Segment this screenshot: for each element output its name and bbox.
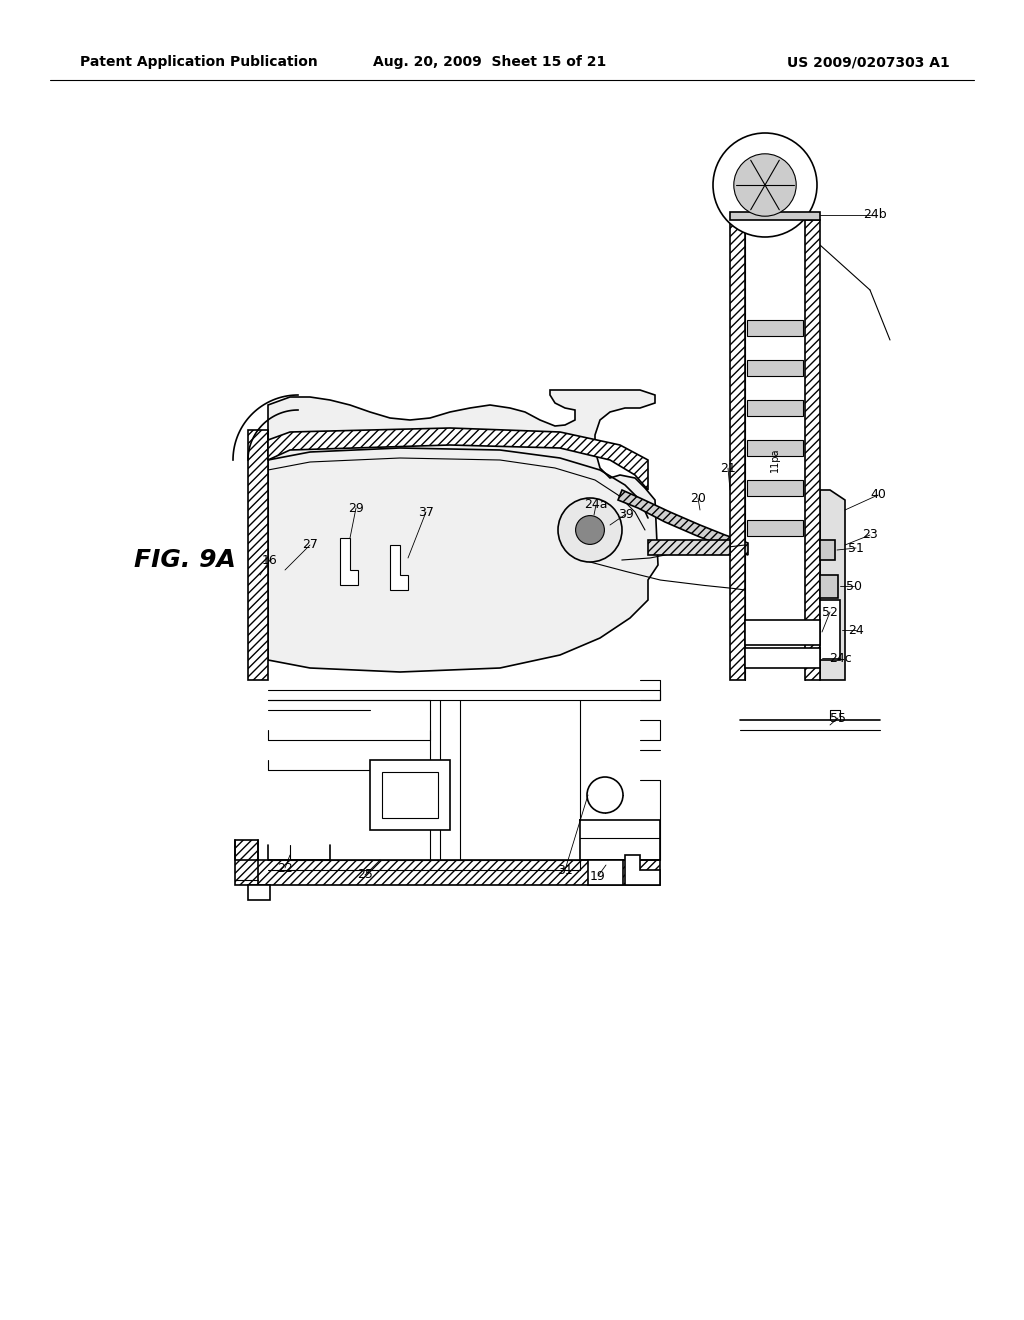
Polygon shape: [340, 539, 358, 585]
Polygon shape: [745, 648, 820, 668]
Text: 22: 22: [278, 862, 293, 874]
Polygon shape: [820, 540, 835, 560]
Text: 40: 40: [870, 488, 886, 502]
Text: 24b: 24b: [863, 209, 887, 222]
Text: 16: 16: [262, 553, 278, 566]
Text: 24c: 24c: [828, 652, 851, 664]
Text: 50: 50: [846, 579, 862, 593]
Text: 51: 51: [848, 541, 864, 554]
Polygon shape: [648, 540, 730, 554]
Polygon shape: [745, 620, 820, 645]
Text: 21: 21: [720, 462, 736, 474]
Text: Patent Application Publication: Patent Application Publication: [80, 55, 317, 69]
Bar: [730, 213, 820, 220]
Text: 24a: 24a: [585, 499, 608, 511]
Bar: [382, 772, 438, 818]
Text: 11pa: 11pa: [770, 447, 780, 473]
Text: 37: 37: [418, 506, 434, 519]
Text: 55: 55: [830, 711, 846, 725]
Polygon shape: [820, 490, 845, 680]
Text: 39: 39: [618, 507, 634, 520]
Polygon shape: [730, 220, 745, 680]
Text: 19: 19: [590, 870, 606, 883]
Bar: [746, 319, 803, 337]
Polygon shape: [248, 430, 268, 680]
Polygon shape: [820, 576, 838, 598]
Polygon shape: [268, 389, 658, 672]
Text: 29: 29: [348, 502, 364, 515]
Polygon shape: [248, 884, 270, 900]
Circle shape: [713, 133, 817, 238]
Text: 25: 25: [357, 869, 373, 882]
Circle shape: [587, 777, 623, 813]
Bar: [746, 360, 803, 376]
Text: Aug. 20, 2009  Sheet 15 of 21: Aug. 20, 2009 Sheet 15 of 21: [374, 55, 606, 69]
Text: 31: 31: [557, 863, 572, 876]
Bar: [746, 480, 803, 496]
Text: US 2009/0207303 A1: US 2009/0207303 A1: [787, 55, 950, 69]
Text: FIG. 9A: FIG. 9A: [134, 548, 236, 572]
Text: 24: 24: [848, 623, 864, 636]
Circle shape: [734, 154, 797, 216]
Text: 23: 23: [862, 528, 878, 541]
Polygon shape: [625, 855, 660, 884]
Polygon shape: [618, 490, 748, 554]
Text: 52: 52: [822, 606, 838, 619]
Polygon shape: [805, 220, 820, 680]
Polygon shape: [234, 840, 258, 884]
Bar: [746, 400, 803, 416]
Bar: [746, 440, 803, 455]
Text: 20: 20: [690, 491, 706, 504]
Polygon shape: [248, 861, 660, 884]
Polygon shape: [390, 545, 408, 590]
Polygon shape: [268, 428, 648, 490]
Polygon shape: [820, 601, 840, 660]
Bar: [588, 861, 623, 884]
Bar: [746, 520, 803, 536]
Circle shape: [558, 498, 622, 562]
Bar: [370, 760, 450, 830]
Circle shape: [575, 516, 604, 544]
Text: 27: 27: [302, 539, 317, 552]
